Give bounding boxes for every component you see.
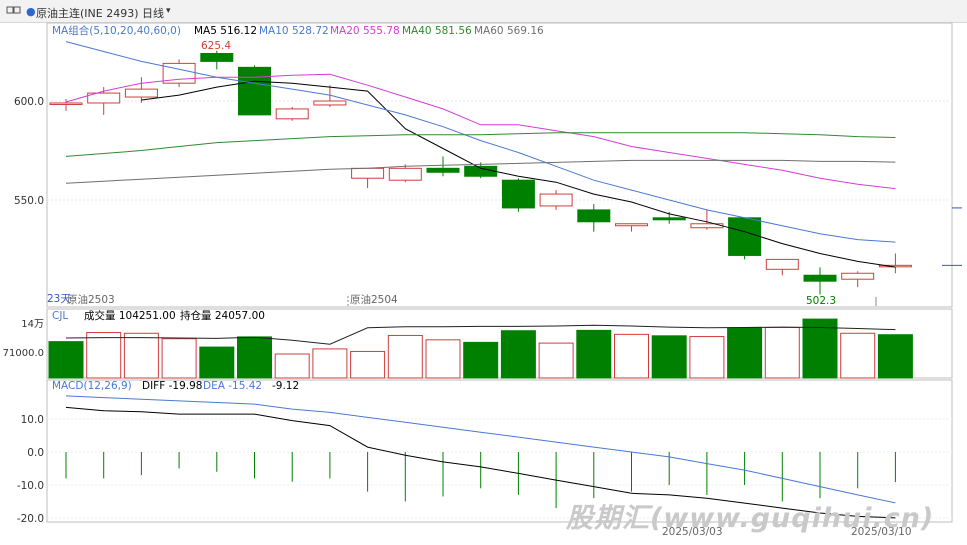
- volume-bar: [689, 336, 725, 379]
- volume-bar: [651, 335, 687, 379]
- candle-body: [539, 193, 573, 207]
- price-tick-label: 600.0: [14, 96, 44, 108]
- volume-bar: [802, 318, 838, 379]
- legend-ma10: MA10 528.72: [259, 25, 329, 37]
- open-interest-line: [65, 324, 896, 345]
- candle-body: [200, 52, 234, 62]
- legend-macd[interactable]: MACD(12,26,9): [52, 380, 132, 392]
- volume-bar: [425, 339, 461, 379]
- volume-bar: [463, 341, 499, 379]
- volume-bar: [161, 338, 197, 379]
- macd-panel: [46, 379, 953, 523]
- macd-tick-label: -10.0: [17, 480, 44, 492]
- ma-line-ma40: [65, 132, 896, 157]
- macd-line-dea: [65, 395, 896, 504]
- candle-body: [501, 179, 535, 209]
- candle-body: [351, 167, 385, 179]
- volume-tick-label: 71000.0: [3, 348, 44, 359]
- macd-tick-label: 0.0: [27, 447, 44, 459]
- volume-bar: [86, 332, 122, 379]
- volume-bar: [614, 333, 649, 379]
- candle-body: [162, 62, 196, 84]
- volume-panel: [46, 308, 953, 379]
- volume-unit-label: 14万: [21, 319, 44, 330]
- volume-bar: [727, 327, 763, 379]
- candle-body: [124, 88, 158, 98]
- ma-line-ma20: [65, 73, 896, 190]
- legend-volume: 成交量 104251.00: [84, 309, 176, 322]
- legend-ma40: MA40 581.56: [402, 25, 472, 37]
- candle-body: [577, 209, 611, 223]
- legend-ma60: MA60 569.16: [474, 25, 544, 37]
- candle-body: [803, 274, 837, 282]
- volume-bar: [538, 342, 574, 379]
- volume-bar: [237, 336, 272, 379]
- candle-body: [388, 167, 422, 181]
- days-label: 23天: [47, 293, 71, 305]
- candle-body: [765, 258, 799, 270]
- candle-body: [313, 100, 347, 106]
- volume-bar: [123, 332, 159, 379]
- symbol-title[interactable]: 原油主连(INE 2493): [36, 7, 139, 20]
- price-panel: [46, 22, 953, 308]
- watermark: 股期汇(www.guqihui.cn): [566, 503, 935, 534]
- contract-label-2504: 原油2504: [350, 293, 398, 306]
- legend-diff: DIFF -19.98: [142, 380, 202, 392]
- legend-open-interest: 持仓量 24057.00: [180, 309, 265, 322]
- candle-body: [615, 223, 648, 227]
- candle-body: [275, 108, 309, 120]
- date-label-0310: 2025/03/10: [851, 526, 912, 538]
- candle-body: [728, 217, 762, 256]
- volume-bar: [877, 334, 913, 379]
- volume-bar: [576, 329, 612, 379]
- volume-bar: [199, 346, 235, 379]
- legend-ma20: MA20 555.78: [330, 25, 400, 37]
- macd-tick-label: -20.0: [17, 513, 44, 525]
- period-selector[interactable]: 日线: [142, 7, 164, 20]
- volume-bar: [312, 348, 348, 379]
- symbol-dot-icon: ●: [26, 5, 36, 18]
- volume-bar: [48, 341, 84, 379]
- price-tick-label: 550.0: [14, 195, 44, 207]
- volume-bar: [500, 330, 536, 379]
- ma-line-ma5: [141, 80, 896, 268]
- chevron-down-icon[interactable]: ▾: [166, 6, 171, 16]
- legend-ma-group[interactable]: MA组合(5,10,20,40,60,0): [52, 24, 181, 37]
- candle-body: [426, 167, 460, 173]
- legend-ma5: MA5 516.12: [194, 25, 257, 37]
- volume-bar: [350, 350, 386, 379]
- legend-dea: DEA -15.42: [203, 380, 262, 392]
- volume-bar: [764, 326, 800, 379]
- high-price-label: 625.4: [201, 40, 231, 52]
- macd-tick-label: 10.0: [21, 414, 44, 426]
- candle-body: [49, 102, 83, 105]
- candle-body: [87, 92, 121, 104]
- candle-body: [652, 217, 686, 221]
- ma-line-ma60: [65, 159, 896, 184]
- contract-label-2503: 原油2503: [67, 293, 115, 306]
- date-label-0303: 2025/03/03: [662, 526, 723, 538]
- macd-line-diff: [65, 406, 896, 519]
- window-icon[interactable]: [6, 4, 22, 19]
- low-price-label: 502.3: [806, 295, 836, 307]
- volume-bar: [840, 332, 876, 379]
- legend-cjl[interactable]: CJL: [52, 310, 68, 322]
- candle-body: [238, 66, 271, 116]
- ma-line-ma10: [65, 41, 896, 243]
- volume-bar: [387, 334, 423, 379]
- candle-body: [841, 272, 875, 280]
- volume-bar: [274, 353, 310, 379]
- legend-macd-value: -9.12: [272, 380, 299, 392]
